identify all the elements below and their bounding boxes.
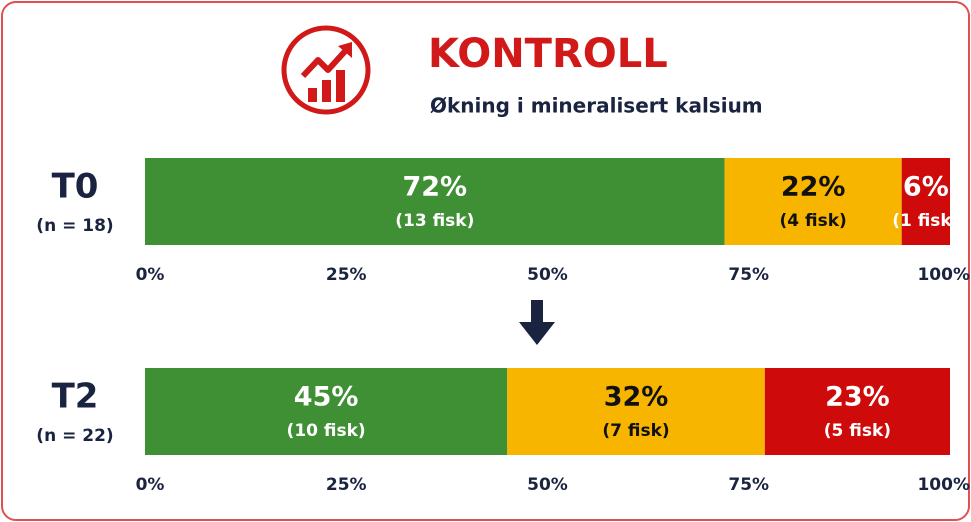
count-label: (10 fisk) <box>287 421 366 441</box>
arrow <box>519 300 555 345</box>
x-tick-label: 0% <box>136 265 165 285</box>
count-label: (1 fisk) <box>892 211 959 231</box>
row-label: T2 <box>52 377 99 417</box>
bar-segment <box>145 368 508 455</box>
count-label: (13 fisk) <box>395 211 474 231</box>
x-tick-label: 100% <box>917 265 970 285</box>
row-label: T0 <box>52 167 99 207</box>
x-tick-label: 50% <box>527 265 568 285</box>
x-tick-label: 25% <box>326 475 367 495</box>
count-label: (5 fisk) <box>824 421 891 441</box>
value-label: 72% <box>402 172 467 203</box>
title: KONTROLL <box>428 31 668 77</box>
bar-segment <box>724 158 902 245</box>
bar-segment <box>901 158 950 245</box>
bar-segment <box>145 158 725 245</box>
x-tick-label: 75% <box>728 475 769 495</box>
value-label: 32% <box>604 382 669 413</box>
row-sublabel: (n = 22) <box>36 426 113 446</box>
x-tick-label: 75% <box>728 265 769 285</box>
x-tick-label: 25% <box>326 265 367 285</box>
x-tick-label: 50% <box>527 475 568 495</box>
x-tick-label: 0% <box>136 475 165 495</box>
value-label: 22% <box>781 172 846 203</box>
value-label: 6% <box>903 172 949 203</box>
subtitle: Økning i mineralisert kalsium <box>430 94 763 118</box>
x-tick-label: 100% <box>917 475 970 495</box>
value-label: 23% <box>825 382 890 413</box>
icon <box>281 25 371 115</box>
count-label: (4 fisk) <box>779 211 846 231</box>
value-label: 45% <box>294 382 359 413</box>
row-sublabel: (n = 18) <box>36 216 113 236</box>
bar-segment <box>507 368 765 455</box>
count-label: (7 fisk) <box>602 421 669 441</box>
bar-segment <box>764 368 950 455</box>
